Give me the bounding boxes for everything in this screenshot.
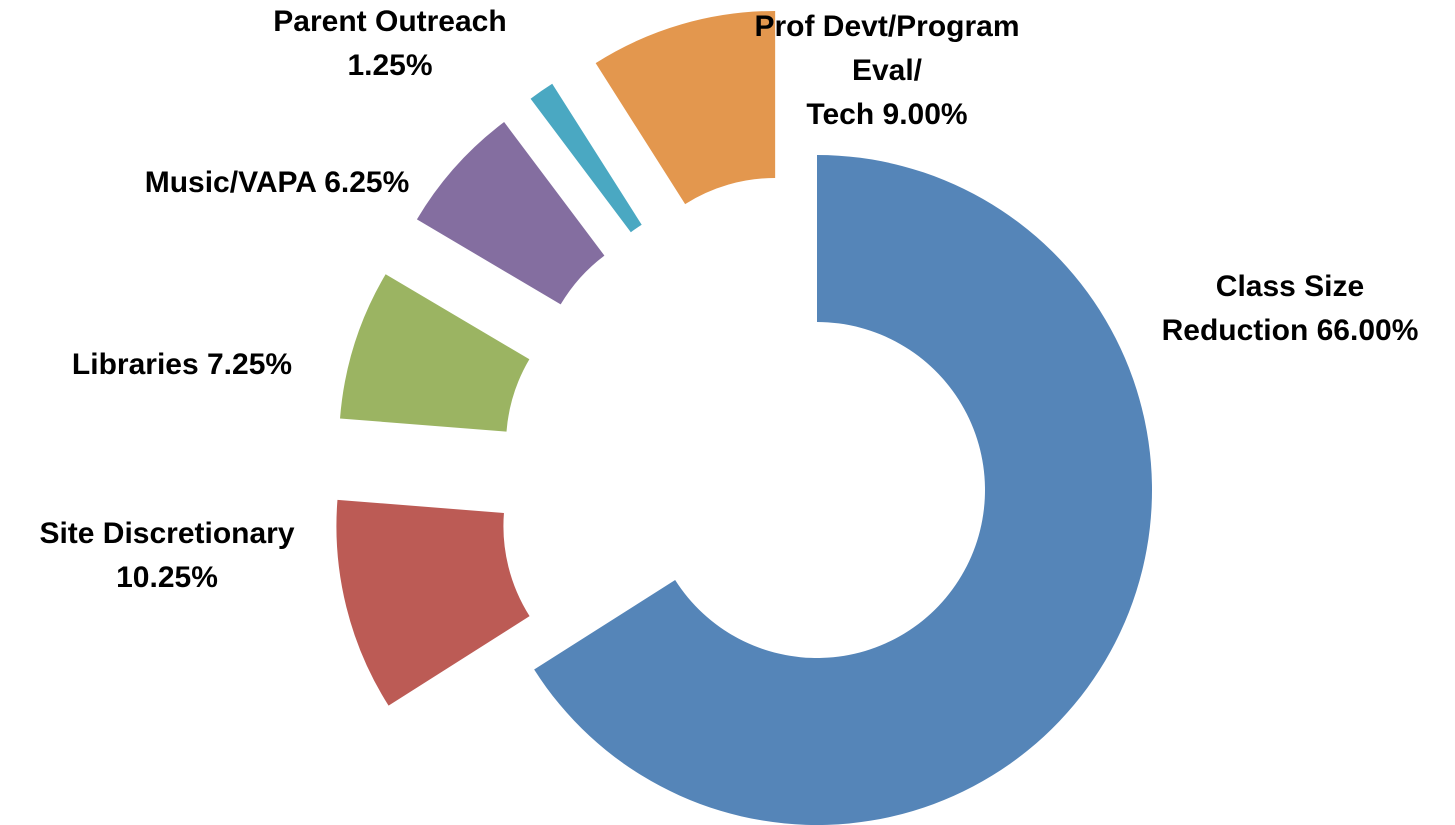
value-label: 1.25% bbox=[347, 49, 433, 82]
value-label: 10.25% bbox=[116, 561, 218, 594]
donut-slice bbox=[534, 155, 1152, 825]
donut-slice bbox=[416, 122, 605, 305]
slice-label: Music/VAPA 6.25% bbox=[97, 161, 457, 205]
donut-slice bbox=[336, 499, 530, 706]
value-label: 66.00% bbox=[1316, 314, 1419, 347]
category-name: Parent Outreach bbox=[273, 5, 507, 38]
slice-label: Class Size Reduction 66.00% bbox=[1150, 265, 1430, 353]
category-name: Site Discretionary bbox=[39, 517, 295, 550]
value-label: 7.25% bbox=[207, 348, 293, 381]
category-name: Prof Devt/Program Eval/ Tech bbox=[754, 10, 1020, 131]
donut-slice bbox=[595, 10, 776, 205]
category-name: Class Size Reduction bbox=[1161, 270, 1365, 347]
donut-slice bbox=[530, 83, 642, 233]
slice-label: Prof Devt/Program Eval/ Tech 9.00% bbox=[707, 5, 1067, 137]
slice-label: Parent Outreach 1.25% bbox=[265, 0, 515, 88]
donut-slice bbox=[340, 274, 530, 432]
slice-label: Libraries 7.25% bbox=[12, 343, 352, 387]
value-label: 9.00% bbox=[882, 98, 968, 131]
category-name: Music/VAPA bbox=[144, 166, 316, 199]
value-label: 6.25% bbox=[324, 166, 410, 199]
slice-label: Site Discretionary 10.25% bbox=[32, 512, 302, 600]
category-name: Libraries bbox=[71, 348, 199, 381]
